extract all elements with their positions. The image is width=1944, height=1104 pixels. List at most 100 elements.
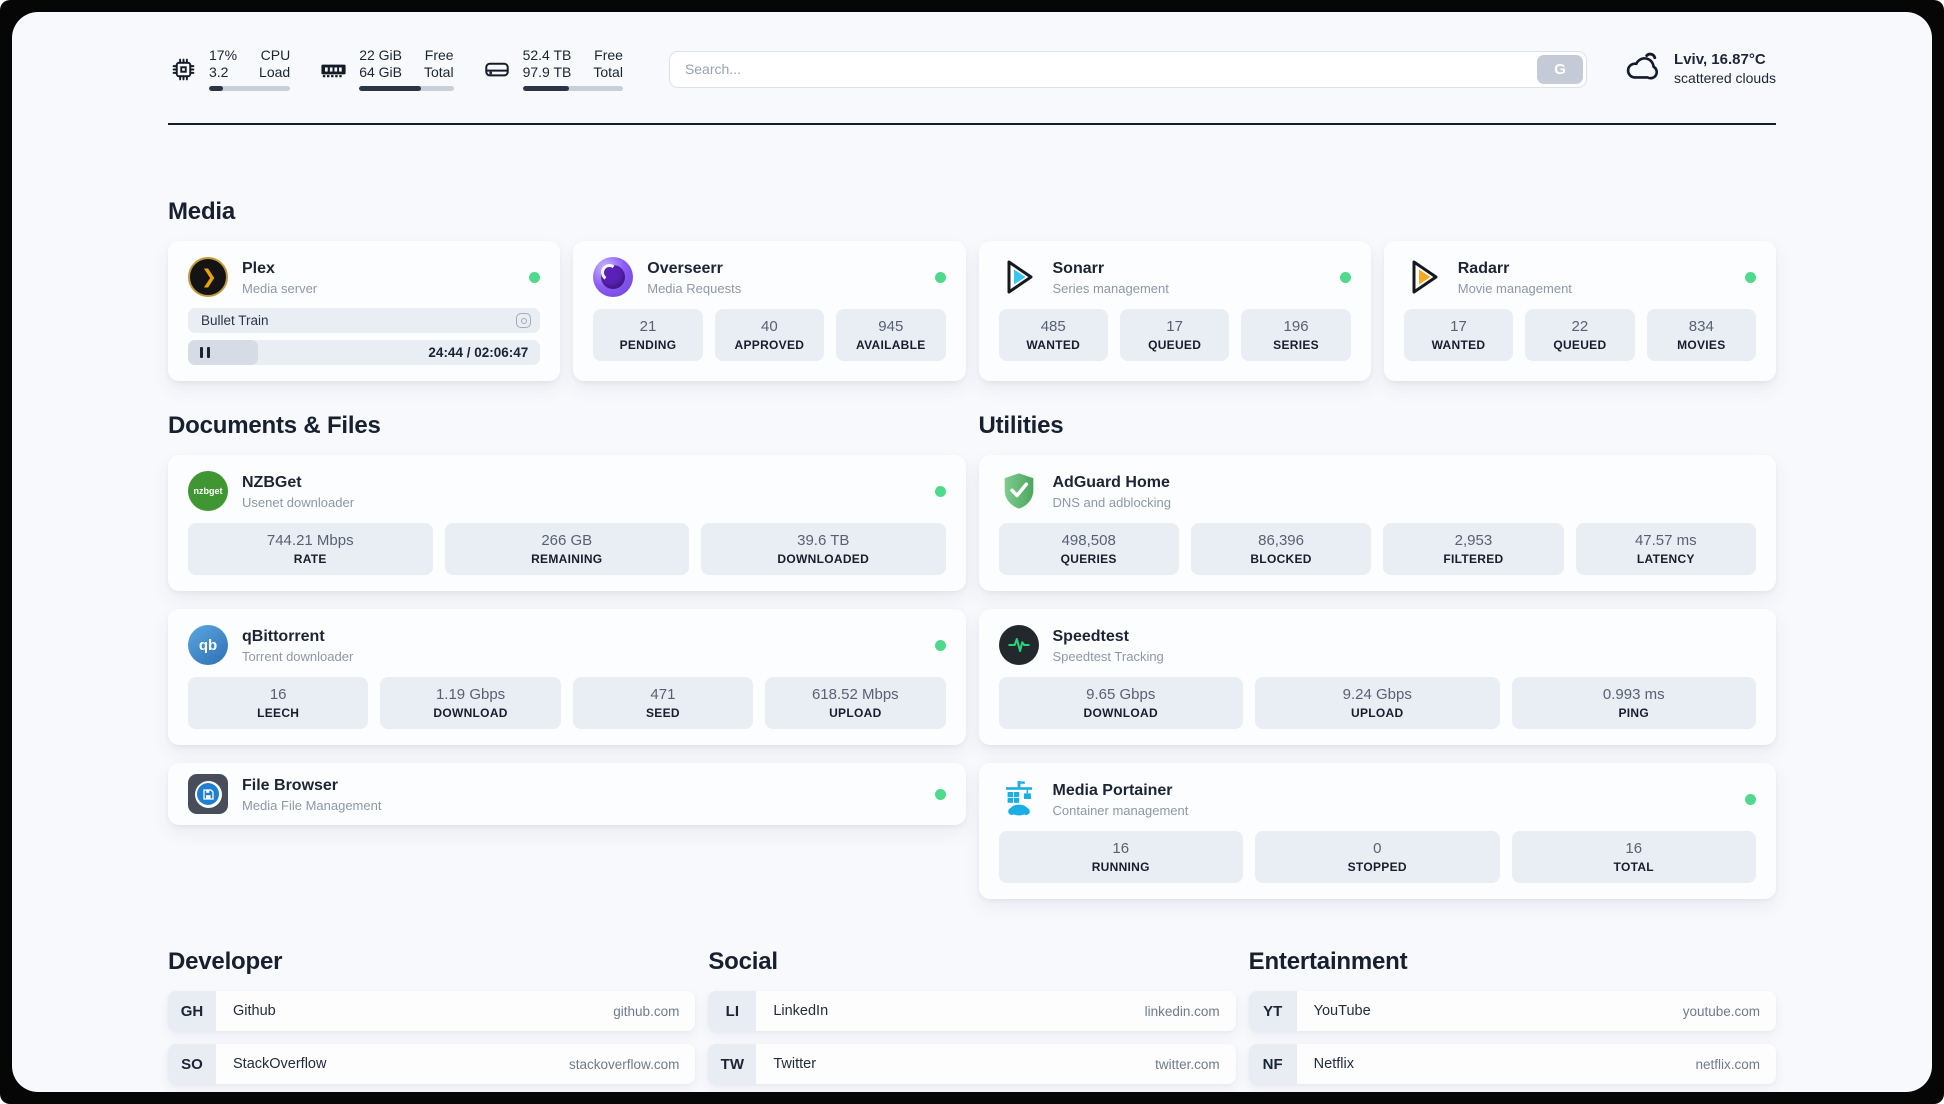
stat-label: AVAILABLE [856, 338, 926, 352]
nzbget-icon: nzbget [188, 471, 228, 511]
bookmark-netflix[interactable]: NF Netflix netflix.com [1248, 1044, 1776, 1084]
bookmark-abbr: YT [1248, 991, 1297, 1031]
pause-icon[interactable] [200, 347, 210, 358]
app-card-speedtest[interactable]: Speedtest Speedtest Tracking 9.65 Gbps D… [978, 609, 1776, 745]
app-name: Sonarr [1052, 259, 1105, 277]
bookmark-linkedin[interactable]: LI LinkedIn linkedin.com [708, 991, 1236, 1031]
app-card-nzbget[interactable]: nzbget NZBGet Usenet downloader 744.21 M… [168, 455, 966, 591]
bookmark-domain: netflix.com [1695, 1056, 1760, 1072]
stat-value: 834 [1688, 318, 1714, 335]
stat-pill: 86,396 BLOCKED [1190, 523, 1372, 575]
stat-value: 17 [1450, 318, 1467, 335]
bookmark-abbr: NF [1248, 1044, 1297, 1084]
app-card-radarr[interactable]: Radarr Movie management 17 WANTED 22 QUE… [1383, 241, 1776, 381]
dashboard-panel: 17% 3.2 CPU Load [12, 12, 1932, 1092]
stat-pill: 9.24 Gbps UPLOAD [1255, 677, 1500, 729]
stat-pill: 1.19 Gbps DOWNLOAD [380, 677, 561, 729]
search-input[interactable] [668, 50, 1588, 88]
status-dot [934, 485, 946, 497]
storage-metric: 52.4 TB 97.9 TB Free Total [482, 47, 623, 91]
app-card-adguard[interactable]: AdGuard Home DNS and adblocking 498,508 … [978, 455, 1776, 591]
bookmark-name: Github [233, 1003, 276, 1019]
now-playing-title: Bullet Train [201, 313, 269, 328]
storage-free-label: Free [594, 47, 623, 63]
app-card-plex[interactable]: Plex Media server Bullet Train 24:44 / 0… [168, 241, 561, 381]
stat-pill: 21 PENDING [593, 309, 703, 361]
stat-label: RATE [293, 552, 327, 566]
section-title-entertainment: Entertainment [1248, 948, 1408, 975]
bookmark-youtube[interactable]: YT YouTube youtube.com [1248, 991, 1776, 1031]
bookmark-twitter[interactable]: TW Twitter twitter.com [708, 1044, 1236, 1084]
bookmark-abbr: LI [708, 991, 757, 1031]
app-subtitle: Torrent downloader [242, 648, 354, 664]
cpu-label: CPU [260, 47, 291, 63]
stat-label: DOWNLOAD [433, 706, 508, 720]
section-title-developer: Developer [168, 948, 283, 975]
stat-label: UPLOAD [1351, 706, 1404, 720]
app-name: NZBGet [242, 473, 302, 491]
memory-metric: 22 GiB 64 GiB Free Total [318, 47, 454, 91]
app-card-portainer[interactable]: Media Portainer Container management 16 … [978, 763, 1776, 899]
stat-label: QUEUED [1148, 338, 1202, 352]
app-subtitle: Media Requests [647, 280, 742, 296]
app-subtitle: Movie management [1457, 280, 1572, 296]
stat-label: LATENCY [1636, 552, 1695, 566]
bookmark-name: Twitter [773, 1056, 817, 1072]
stat-value: 471 [650, 686, 676, 703]
stat-pill: 196 SERIES [1241, 309, 1351, 361]
stat-pill: 744.21 Mbps RATE [188, 523, 433, 575]
stat-pill: 16 TOTAL [1511, 831, 1756, 883]
stat-value: 945 [878, 318, 904, 335]
portainer-icon [999, 779, 1039, 819]
stat-value: 39.6 TB [797, 532, 850, 549]
stat-value: 40 [761, 318, 778, 335]
stat-pill: 485 WANTED [998, 309, 1108, 361]
app-subtitle: Container management [1052, 802, 1189, 818]
stat-value: 9.65 Gbps [1086, 686, 1156, 703]
stat-label: APPROVED [734, 338, 805, 352]
status-dot [934, 271, 946, 283]
player-bar[interactable]: 24:44 / 02:06:47 [188, 340, 541, 365]
cpu-load-label: Load [259, 64, 291, 80]
search-engine-button[interactable]: G [1537, 54, 1584, 84]
stat-label: RUNNING [1091, 860, 1150, 874]
bookmark-github[interactable]: GH Github github.com [168, 991, 696, 1031]
section-title-media: Media [168, 198, 236, 225]
status-dot [1745, 793, 1756, 805]
storage-free-value: 52.4 TB [522, 47, 572, 63]
memory-total-value: 64 GiB [359, 64, 402, 80]
stat-label: QUEUED [1553, 338, 1607, 352]
stat-value: 16 [269, 686, 287, 703]
stat-value: 9.24 Gbps [1342, 686, 1412, 703]
disk-icon [482, 55, 512, 83]
bookmark-name: StackOverflow [233, 1056, 327, 1072]
bookmark-name: LinkedIn [773, 1003, 829, 1019]
app-card-sonarr[interactable]: Sonarr Series management 485 WANTED 17 Q… [978, 241, 1371, 381]
app-name: Plex [242, 259, 275, 277]
stat-pill: 40 APPROVED [714, 309, 825, 361]
stat-value: 17 [1166, 318, 1183, 335]
header-divider [168, 123, 1776, 125]
cloud-icon [1621, 49, 1661, 90]
app-name: Speedtest [1052, 627, 1129, 645]
app-subtitle: Media server [242, 280, 318, 296]
stat-pill: 17 QUEUED [1119, 309, 1230, 361]
stat-pill: 0 STOPPED [1255, 831, 1500, 883]
app-card-filebrowser[interactable]: File Browser Media File Management [168, 763, 966, 825]
bookmark-domain: twitter.com [1155, 1056, 1220, 1072]
app-name: File Browser [242, 776, 339, 794]
stat-pill: 945 AVAILABLE [836, 309, 946, 361]
cpu-percent: 17% [209, 47, 238, 63]
stat-value: 1.19 Gbps [435, 686, 506, 703]
app-subtitle: Usenet downloader [242, 494, 355, 510]
app-card-overseerr[interactable]: Overseerr Media Requests 21 PENDING 40 A… [573, 241, 966, 381]
bookmark-stackoverflow[interactable]: SO StackOverflow stackoverflow.com [168, 1044, 696, 1084]
stat-value: 86,396 [1258, 532, 1304, 549]
session-icon[interactable] [516, 313, 532, 328]
app-subtitle: DNS and adblocking [1052, 494, 1172, 510]
cpu-metric: 17% 3.2 CPU Load [168, 47, 291, 91]
app-card-qbittorrent[interactable]: qb qBittorrent Torrent downloader 16 LEE… [168, 609, 966, 745]
memory-free-value: 22 GiB [359, 47, 402, 63]
stat-label: UPLOAD [829, 706, 882, 720]
now-playing-row: Bullet Train [188, 308, 541, 333]
